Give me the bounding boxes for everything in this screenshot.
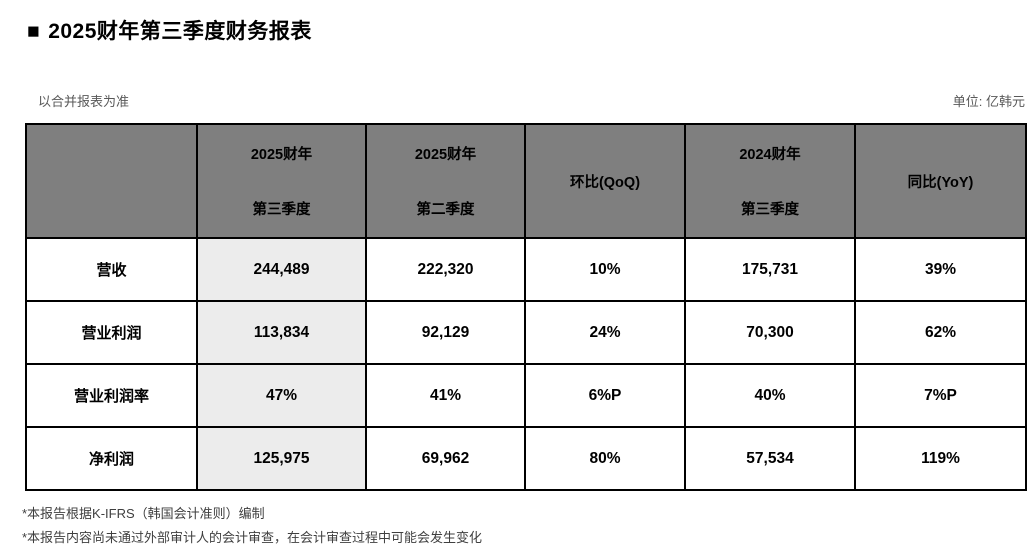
value-cell: 24% <box>524 300 686 365</box>
value-cell: 41% <box>365 363 526 428</box>
header-line: 第三季度 <box>252 202 311 218</box>
value-cell: 40% <box>684 363 856 428</box>
header-line: 同比(YoY) <box>907 174 974 191</box>
header-qoq: 环比(QoQ) <box>524 123 686 239</box>
table-row-net-profit: 净利润 125,975 69,962 80% 57,534 119% <box>25 426 1027 491</box>
header-line: 环比(QoQ) <box>569 174 641 191</box>
header-fy2025-q3: 2025财年 第三季度 <box>196 123 367 239</box>
header-fy2024-q3: 2024财年 第三季度 <box>684 123 856 239</box>
title-square-bullet-icon: ■ <box>27 20 41 43</box>
footnote-kifrs: *本报告根据K-IFRS（韩国会计准则）编制 <box>22 506 265 521</box>
value-cell: 244,489 <box>196 237 367 302</box>
table-header-row: 2025财年 第三季度 2025财年 第二季度 环比(QoQ) 2024财年 第… <box>25 123 1027 239</box>
financial-report-table: 2025财年 第三季度 2025财年 第二季度 环比(QoQ) 2024财年 第… <box>25 123 1027 491</box>
unit-note: 单位: 亿韩元 <box>952 94 1025 109</box>
value-cell: 175,731 <box>684 237 856 302</box>
table-row-revenue: 营收 244,489 222,320 10% 175,731 39% <box>25 237 1027 302</box>
value-cell: 47% <box>196 363 367 428</box>
basis-note: 以合并报表为准 <box>38 94 130 109</box>
header-line: 第二季度 <box>416 202 475 218</box>
value-cell: 92,129 <box>365 300 526 365</box>
row-label-cell: 营业利润 <box>25 300 198 365</box>
value-cell: 10% <box>524 237 686 302</box>
value-cell: 70,300 <box>684 300 856 365</box>
value-cell: 57,534 <box>684 426 856 491</box>
value-cell: 6%P <box>524 363 686 428</box>
meta-row: 以合并报表为准 单位: 亿韩元 <box>25 91 1025 110</box>
value-cell: 62% <box>854 300 1027 365</box>
value-cell: 113,834 <box>196 300 367 365</box>
page-title-text: 2025财年第三季度财务报表 <box>48 20 312 43</box>
row-label-cell: 净利润 <box>25 426 198 491</box>
header-line: 第三季度 <box>741 202 799 218</box>
header-line: 2025财年 <box>250 147 313 163</box>
footnotes: *本报告根据K-IFRS（韩国会计准则）编制 *本报告内容尚未通过外部审计人的会… <box>22 502 1033 547</box>
value-cell: 125,975 <box>196 426 367 491</box>
header-yoy: 同比(YoY) <box>854 123 1027 239</box>
table-row-operating-margin: 营业利润率 47% 41% 6%P 40% 7%P <box>25 363 1027 428</box>
value-cell: 7%P <box>854 363 1027 428</box>
value-cell: 119% <box>854 426 1027 491</box>
header-line: 2024财年 <box>739 147 801 163</box>
row-label-cell: 营收 <box>25 237 198 302</box>
footnote-unaudited: *本报告内容尚未通过外部审计人的会计审查，在会计审查过程中可能会发生变化 <box>22 530 483 545</box>
value-cell: 39% <box>854 237 1027 302</box>
row-label-cell: 营业利润率 <box>25 363 198 428</box>
header-fy2025-q2: 2025财年 第二季度 <box>365 123 526 239</box>
value-cell: 222,320 <box>365 237 526 302</box>
value-cell: 80% <box>524 426 686 491</box>
corner-header-cell <box>25 123 198 239</box>
header-line: 2025财年 <box>414 147 477 163</box>
value-cell: 69,962 <box>365 426 526 491</box>
table-row-operating-profit: 营业利润 113,834 92,129 24% 70,300 62% <box>25 300 1027 365</box>
page-title: ■ 2025财年第三季度财务报表 <box>27 15 1033 45</box>
